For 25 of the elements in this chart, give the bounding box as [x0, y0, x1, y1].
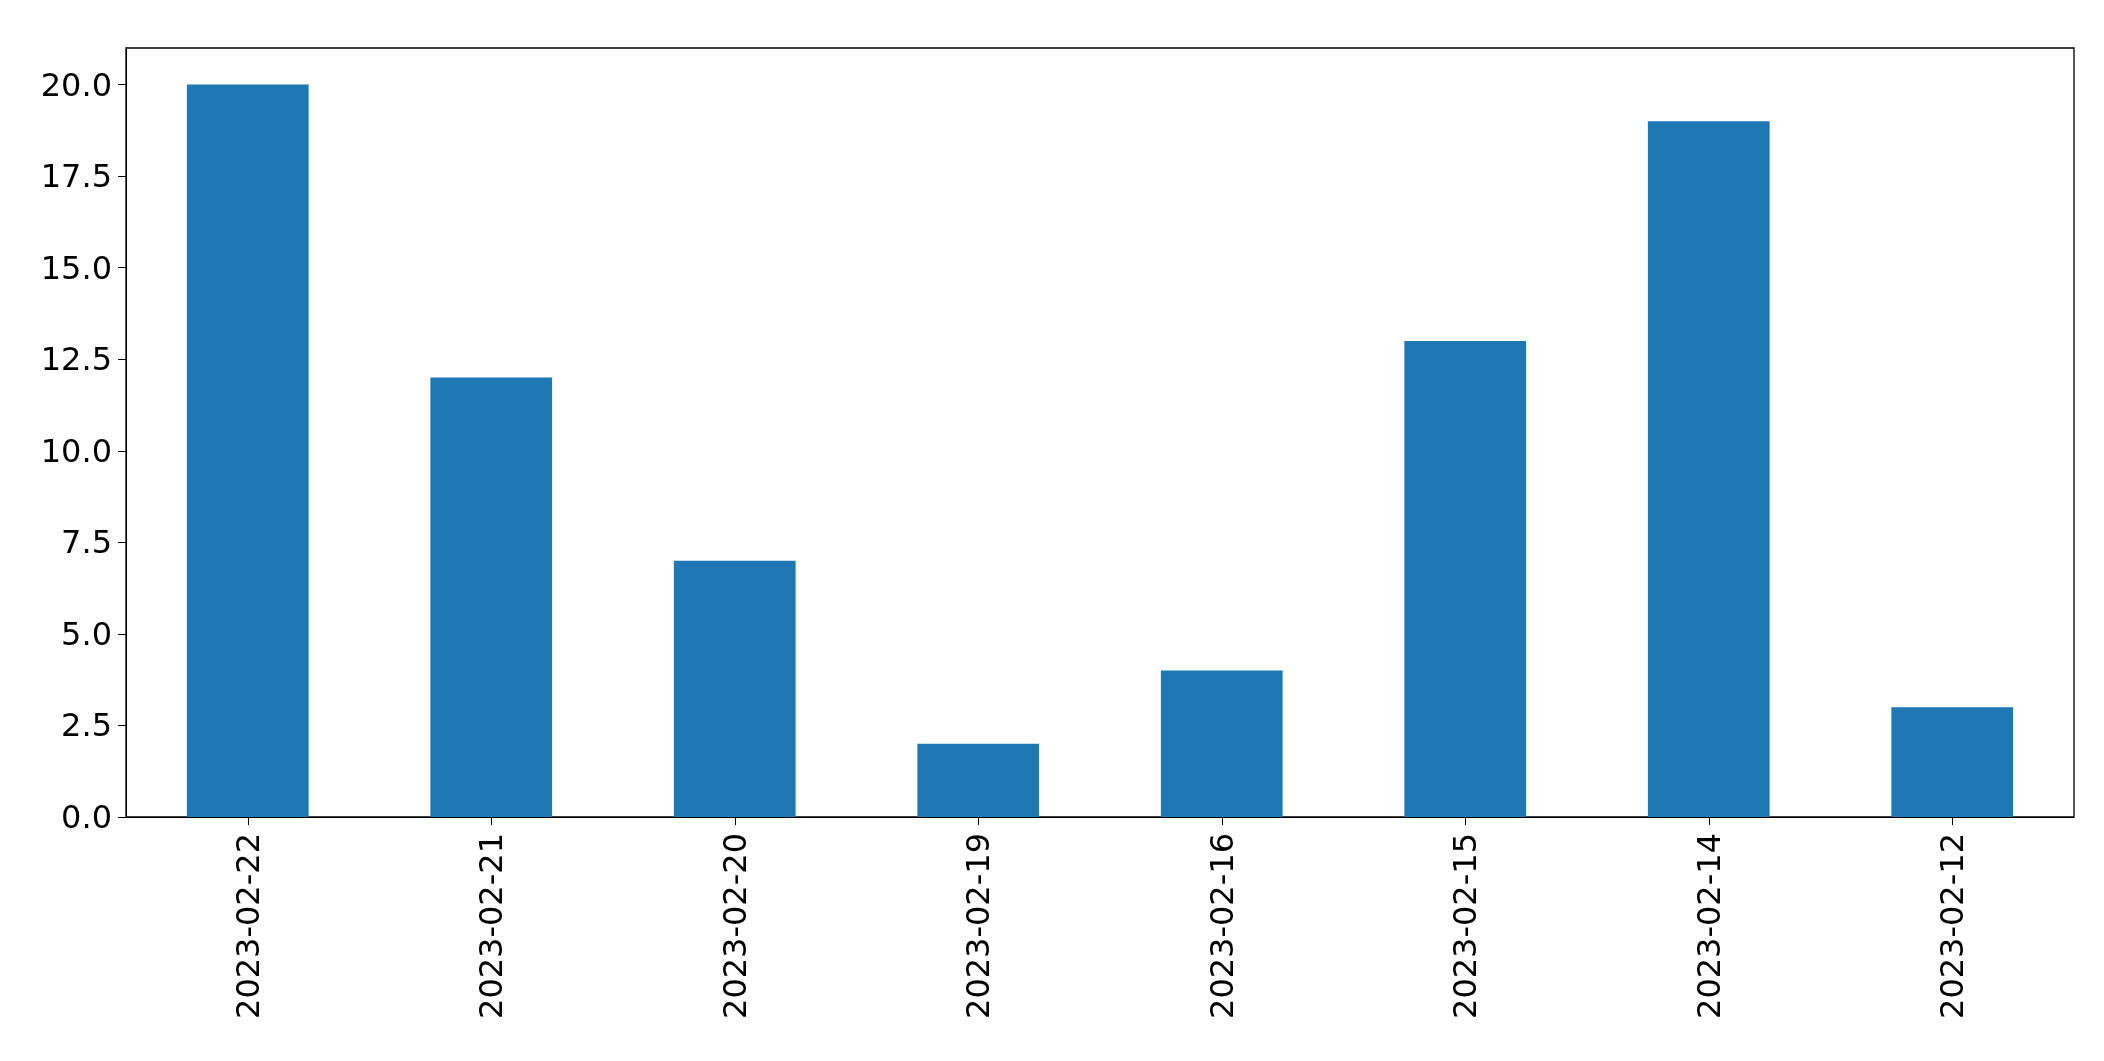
bar: [1404, 340, 1527, 817]
bar: [673, 560, 796, 817]
y-tick-label: 17.5: [40, 157, 112, 196]
x-tick-label: 2023-02-20: [715, 833, 754, 1019]
x-tick-label: 2023-02-19: [959, 833, 998, 1019]
bar: [1160, 670, 1283, 817]
y-tick-label: 0.0: [61, 798, 112, 836]
x-tick-label: 2023-02-14: [1689, 833, 1728, 1019]
y-tick-label: 12.5: [40, 340, 112, 379]
y-tick-label: 15.0: [40, 248, 112, 287]
bar: [1647, 121, 1770, 817]
y-tick-label: 2.5: [61, 706, 112, 745]
x-tick-label: 2023-02-16: [1202, 833, 1241, 1019]
y-tick-label: 7.5: [61, 523, 112, 562]
x-tick-label: 2023-02-21: [472, 833, 511, 1019]
bar: [186, 84, 309, 817]
bar: [917, 743, 1040, 817]
bar: [430, 377, 553, 817]
x-tick-label: 2023-02-12: [1933, 833, 1972, 1019]
bar: [1891, 707, 2014, 817]
y-tick-label: 5.0: [61, 614, 112, 653]
x-tick-label: 2023-02-15: [1446, 833, 1485, 1019]
x-tick-label: 2023-02-22: [228, 833, 267, 1019]
y-tick-label: 20.0: [40, 65, 112, 104]
y-tick-label: 10.0: [40, 431, 112, 470]
